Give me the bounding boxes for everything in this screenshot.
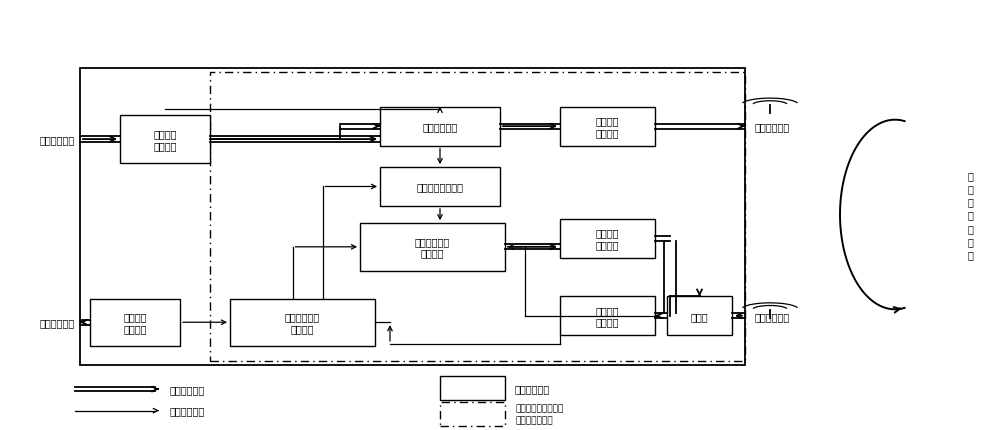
Text: 数字延迟模块: 数字延迟模块 — [422, 122, 458, 132]
Bar — [560, 297, 655, 335]
Text: 发射输出端口: 发射输出端口 — [755, 122, 790, 132]
Bar — [440, 402, 505, 426]
Text: 接收输出端口: 接收输出端口 — [40, 317, 75, 328]
Bar — [210, 73, 745, 361]
Bar — [440, 376, 505, 400]
Bar — [80, 69, 745, 366]
Text: 合路器: 合路器 — [691, 311, 708, 321]
Text: 模拟对消数字
控制模块: 模拟对消数字 控制模块 — [415, 237, 450, 258]
Text: 第二射频
发射链路: 第二射频 发射链路 — [596, 228, 619, 249]
Text: 接收输入端口: 接收输入端口 — [755, 311, 790, 321]
Text: 第一射频
接收链路: 第一射频 接收链路 — [153, 129, 177, 150]
Text: 数字信号路径: 数字信号路径 — [170, 405, 205, 416]
Bar — [120, 116, 210, 163]
Text: 对消系统边界: 对消系统边界 — [515, 383, 550, 393]
Bar — [230, 299, 375, 346]
Text: 模拟信号路径: 模拟信号路径 — [170, 384, 205, 394]
Text: 发射输入端口: 发射输入端口 — [40, 135, 75, 145]
Bar — [560, 219, 655, 258]
Bar — [380, 168, 500, 206]
Bar — [380, 108, 500, 146]
Text: 延迟匹配控制单元: 延迟匹配控制单元 — [416, 182, 464, 192]
Bar — [90, 299, 180, 346]
Text: 第三射频
发射链路: 第三射频 发射链路 — [123, 312, 147, 333]
Bar — [360, 224, 505, 271]
Text: 第一射频
发射链路: 第一射频 发射链路 — [596, 116, 619, 138]
Text: 数字对消数字
控制模块: 数字对消数字 控制模块 — [285, 312, 320, 333]
Text: 对消系统中数字信号
处理部分的边界: 对消系统中数字信号 处理部分的边界 — [515, 404, 563, 424]
Bar — [560, 108, 655, 146]
Bar — [667, 297, 732, 335]
Text: 自
干
扰
耦
合
路
径: 自 干 扰 耦 合 路 径 — [967, 171, 973, 259]
Text: 第二射频
接收链路: 第二射频 接收链路 — [596, 305, 619, 327]
